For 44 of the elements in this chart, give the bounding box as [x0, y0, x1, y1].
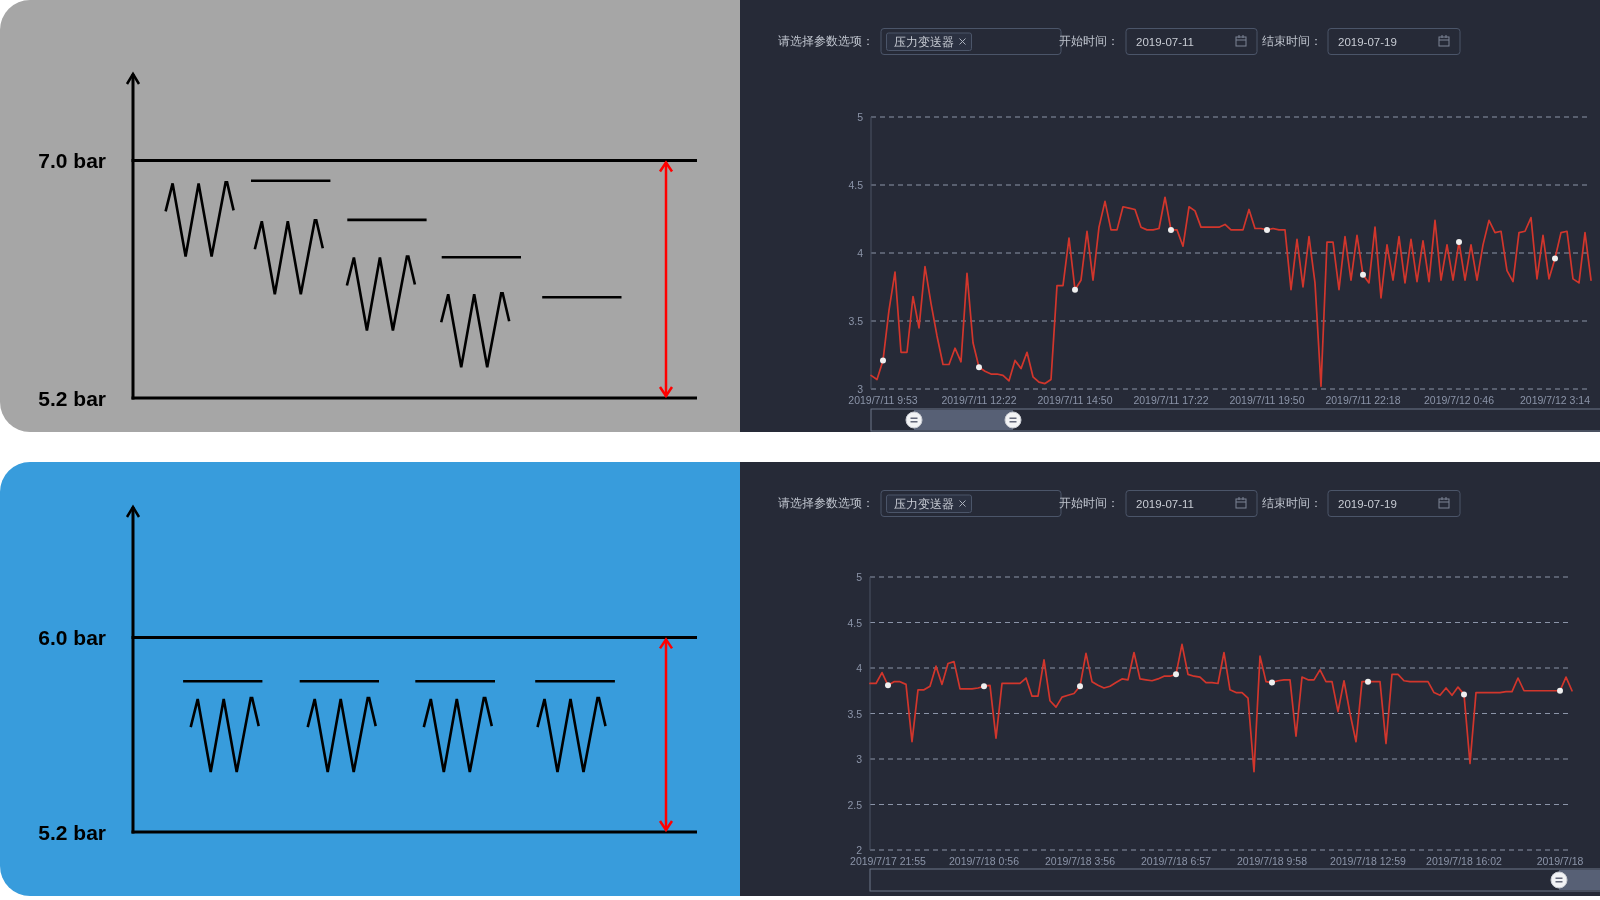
y-tick-label: 3.5 — [847, 707, 862, 720]
annotation: 2019-07-19 — [1338, 497, 1397, 510]
x-tick-label: 2019/7/11 22:18 — [1325, 394, 1401, 406]
annotation: 压力变送器 — [893, 35, 954, 48]
annotation: 5.2 bar — [38, 386, 106, 410]
annotation: 结束时间： — [1262, 35, 1322, 47]
x-tick-label: 2019/7/11 19:50 — [1229, 394, 1305, 406]
x-tick-label: 2019/7/18 12:59 — [1330, 855, 1406, 867]
annotation: 2019-07-11 — [1136, 35, 1194, 48]
x-tick-label: 2019/7/18 6:57 — [1140, 855, 1212, 867]
y-tick-label: 2.5 — [847, 798, 862, 811]
x-tick-label: 2019/7/11 17:22 — [1133, 394, 1209, 406]
y-tick-label: 5 — [857, 111, 863, 123]
x-tick-label: 2019/7/11 9:53 — [848, 394, 918, 406]
y-tick-label: 4.5 — [848, 179, 863, 191]
x-tick-label: 2019/7/18 9:58 — [1236, 855, 1308, 867]
x-tick-label: 2019/7/12 3:14 — [1519, 394, 1591, 406]
x-tick-label: 2019/7/18 3:56 — [1044, 855, 1116, 867]
annotation: 请选择参数选项： — [778, 497, 874, 509]
x-tick-label: 2019/7/18 — [1536, 855, 1584, 867]
annotation: 开始时间： — [1059, 35, 1119, 47]
y-tick-label: 3.5 — [848, 315, 863, 327]
annotation: 开始时间： — [1059, 497, 1119, 509]
annotation: 7.0 bar — [38, 149, 106, 172]
y-tick-label: 2 — [856, 844, 862, 856]
x-tick-label: 2019/7/12 0:46 — [1423, 394, 1495, 406]
x-tick-label: 2019/7/18 16:02 — [1426, 855, 1502, 867]
annotation: 6.0 bar — [38, 625, 106, 649]
y-tick-label: 5 — [856, 571, 862, 583]
annotation: 压力变送器 — [893, 497, 954, 510]
annotation: 结束时间： — [1262, 497, 1322, 509]
y-tick-label: 4 — [856, 662, 862, 674]
y-tick-label: 4 — [857, 247, 863, 259]
y-tick-label: 3 — [857, 383, 863, 395]
x-tick-label: 2019/7/17 21:55 — [850, 855, 926, 867]
y-tick-label: 3 — [856, 753, 862, 765]
x-tick-label: 2019/7/11 12:22 — [941, 394, 1017, 406]
annotation: 2019-07-11 — [1136, 497, 1194, 510]
y-tick-label: 4.5 — [847, 616, 862, 629]
x-tick-label: 2019/7/18 0:56 — [948, 855, 1020, 867]
x-tick-label: 2019/7/11 14:50 — [1037, 394, 1113, 406]
annotation: 请选择参数选项： — [778, 35, 874, 47]
annotation: 2019-07-19 — [1338, 35, 1397, 48]
annotation: 5.2 bar — [38, 820, 106, 844]
